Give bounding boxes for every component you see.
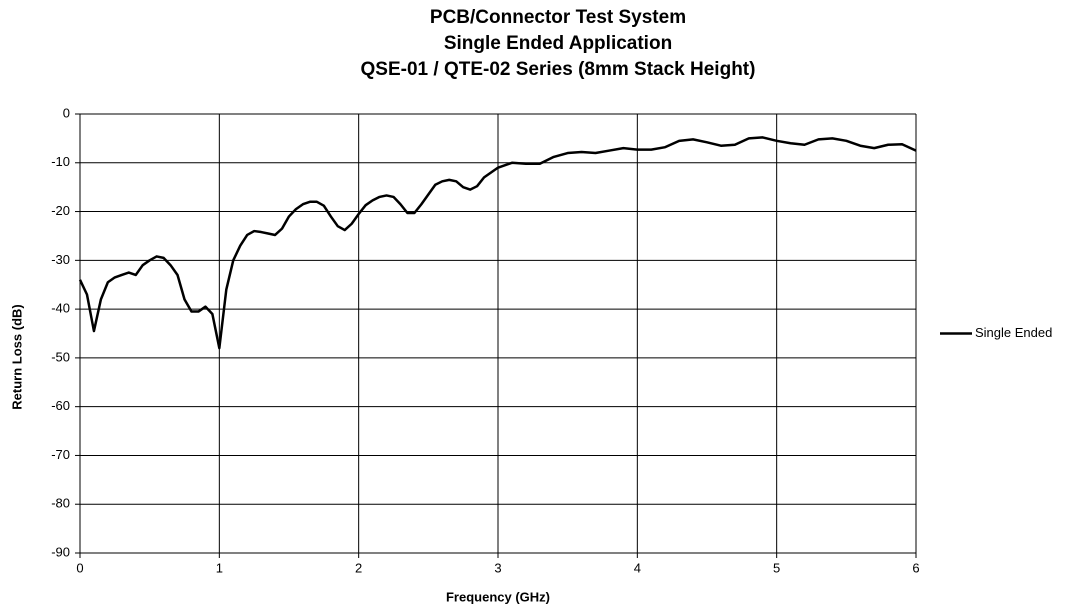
y-tick-label: -80 (51, 496, 70, 511)
y-tick-label: -60 (51, 398, 70, 413)
x-tick-label: 3 (494, 560, 501, 575)
x-tick-label: 5 (773, 560, 780, 575)
chart-title: Single Ended Application (444, 33, 672, 54)
y-tick-label: -10 (51, 154, 70, 169)
chart-title: QSE-01 / QTE-02 Series (8mm Stack Height… (361, 59, 756, 80)
legend-label: Single Ended (975, 325, 1052, 340)
x-axis-label: Frequency (GHz) (446, 589, 550, 604)
y-tick-label: -90 (51, 544, 70, 559)
y-tick-label: 0 (63, 105, 70, 120)
y-tick-label: -30 (51, 252, 70, 267)
y-tick-label: -40 (51, 301, 70, 316)
chart-title: PCB/Connector Test System (430, 7, 686, 28)
x-tick-label: 4 (634, 560, 641, 575)
y-tick-label: -20 (51, 203, 70, 218)
data-line (78, 136, 917, 350)
y-tick-label: -50 (51, 349, 70, 364)
y-axis-label: Return Loss (dB) (9, 304, 24, 409)
x-tick-label: 0 (76, 560, 83, 575)
x-tick-label: 1 (216, 560, 223, 575)
x-tick-label: 2 (355, 560, 362, 575)
y-tick-label: -70 (51, 447, 70, 462)
x-tick-label: 6 (912, 560, 919, 575)
